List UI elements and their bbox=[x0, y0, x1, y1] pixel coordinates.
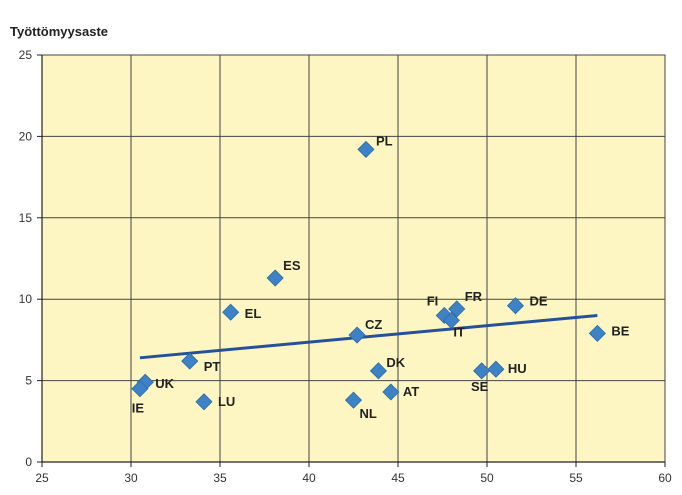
data-point-dk bbox=[369, 362, 387, 380]
y-tick-label: 20 bbox=[19, 129, 33, 143]
x-tick-label: 50 bbox=[480, 471, 494, 485]
data-point-be bbox=[588, 324, 606, 342]
data-point-de bbox=[506, 297, 525, 315]
data-point-se bbox=[473, 362, 491, 380]
point-label-nl: NL bbox=[360, 406, 377, 421]
data-point-hu bbox=[487, 360, 505, 378]
data-point-el bbox=[222, 303, 240, 321]
x-tick-label: 45 bbox=[391, 471, 405, 485]
point-label-uk: UK bbox=[155, 376, 174, 391]
x-tick-label: 55 bbox=[569, 471, 583, 485]
data-point-fr bbox=[448, 300, 466, 318]
point-label-pl: PL bbox=[376, 133, 393, 148]
x-tick-label: 35 bbox=[213, 471, 227, 485]
trendline-group bbox=[139, 313, 598, 360]
point-label-el: EL bbox=[245, 306, 262, 321]
y-tick-label: 5 bbox=[25, 374, 32, 388]
x-tick-label: 40 bbox=[302, 471, 316, 485]
y-tick-label: 10 bbox=[19, 292, 33, 306]
point-label-es: ES bbox=[283, 258, 301, 273]
y-axis-title: Työttömyysaste bbox=[10, 24, 108, 39]
point-label-be: BE bbox=[611, 323, 629, 338]
point-label-se: SE bbox=[471, 379, 489, 394]
point-label-ie: IE bbox=[132, 401, 145, 416]
point-label-fi: FI bbox=[427, 293, 439, 308]
data-point-ie bbox=[131, 380, 149, 398]
data-point-nl bbox=[344, 391, 363, 409]
point-label-it: IT bbox=[453, 324, 465, 339]
point-label-dk: DK bbox=[386, 355, 405, 370]
data-point-it bbox=[442, 311, 460, 329]
y-tick-label: 0 bbox=[25, 455, 32, 469]
point-label-hu: HU bbox=[508, 361, 527, 376]
data-point-at bbox=[382, 383, 400, 401]
data-point-cz bbox=[348, 326, 366, 344]
axes bbox=[37, 54, 666, 467]
trendline bbox=[139, 313, 598, 360]
data-point-pl bbox=[357, 140, 375, 158]
data-point-pt bbox=[181, 352, 199, 370]
point-label-fr: FR bbox=[465, 289, 483, 304]
tick-labels: 25 30 35 40 45 50 55 60 0 5 10 15 20 25 bbox=[19, 48, 672, 485]
point-label-at: AT bbox=[403, 384, 419, 399]
data-point-lu bbox=[195, 393, 213, 411]
x-tick-label: 60 bbox=[658, 471, 672, 485]
x-tick-label: 25 bbox=[35, 471, 49, 485]
point-label-cz: CZ bbox=[365, 317, 382, 332]
point-label-lu: LU bbox=[218, 394, 235, 409]
y-tick-label: 15 bbox=[19, 211, 33, 225]
data-points: PL ES EL CZ FI FR IT DE BE DK AT NL SE HU PT UK IE LU bbox=[131, 133, 630, 421]
point-label-de: DE bbox=[529, 294, 547, 309]
point-label-pt: PT bbox=[204, 359, 221, 374]
gridlines bbox=[42, 54, 666, 462]
y-tick-label: 25 bbox=[19, 48, 33, 62]
x-tick-label: 30 bbox=[124, 471, 138, 485]
data-point-es bbox=[266, 269, 284, 287]
